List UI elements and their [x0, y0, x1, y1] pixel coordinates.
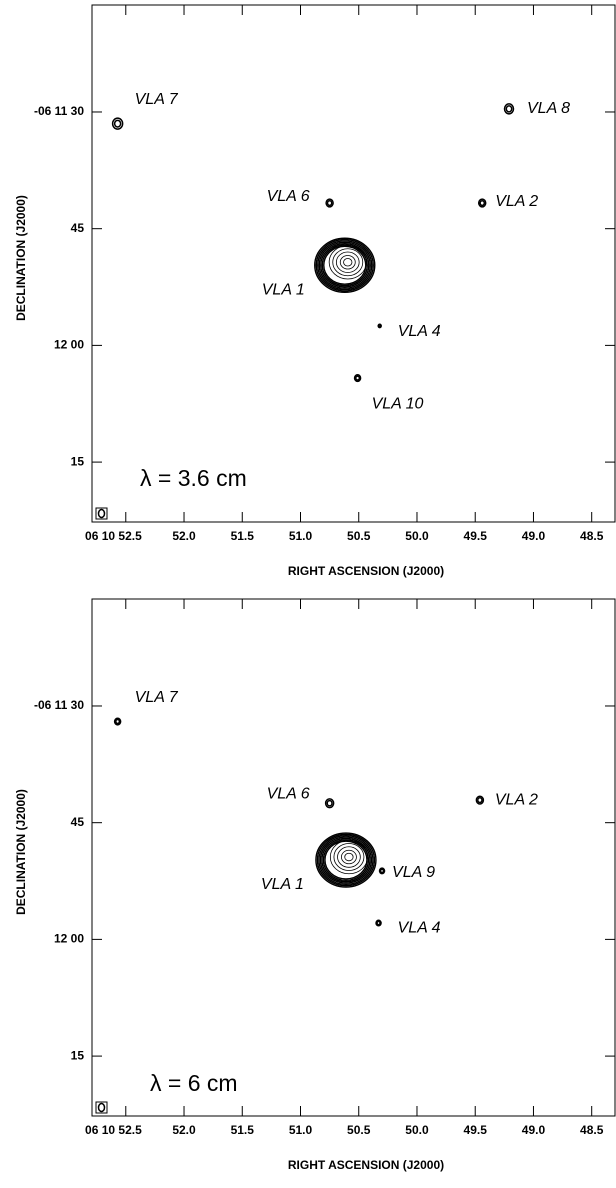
panel: 06 10 52.5 52.0 51.5 51.0 50.5 50.0 49.5 49.0 48… [0, 594, 616, 1188]
source-contours [316, 833, 376, 887]
contour [356, 376, 360, 380]
source-contours [479, 199, 486, 207]
source-label: VLA 7 [135, 689, 179, 706]
source-label: VLA 10 [372, 395, 424, 412]
x-tick-label: 52.0 [172, 1123, 196, 1137]
contour [330, 840, 367, 873]
annotation: λ = 3.6 cm [140, 465, 247, 491]
source-contours [378, 324, 381, 327]
page: 06 10 52.5 52.0 51.5 51.0 50.5 50.0 49.5 49.0 48… [0, 0, 616, 1188]
x-tick-label: 48.5 [580, 529, 604, 543]
source-contours [115, 718, 121, 725]
contour [341, 850, 356, 864]
source-contours [326, 799, 334, 808]
source-label: VLA 8 [527, 100, 570, 117]
contour [377, 921, 380, 924]
source-contours [315, 238, 375, 292]
source-label: VLA 4 [398, 323, 441, 340]
x-tick-label: 50.5 [347, 1123, 371, 1137]
contour [328, 201, 332, 206]
source-contours [380, 868, 385, 874]
contour [116, 720, 120, 724]
x-tick-label: 48.5 [580, 1123, 604, 1137]
contour [327, 801, 332, 806]
contour [333, 249, 363, 276]
source-label: VLA 9 [392, 864, 435, 881]
x-tick-label: 51.0 [289, 529, 313, 543]
contour [379, 325, 381, 327]
contour [338, 847, 361, 868]
y-tick-label: -06 11 30 [34, 104, 84, 118]
source-label: VLA 4 [398, 919, 441, 936]
x-tick-label: 51.5 [231, 529, 255, 543]
x-tick-label: 52.0 [172, 529, 196, 543]
source-label: VLA 2 [495, 193, 538, 210]
source-label: VLA 1 [262, 281, 305, 298]
contour [381, 869, 384, 872]
source-contours [505, 104, 514, 114]
y-tick-label: 45 [71, 221, 85, 235]
contour [478, 798, 482, 803]
x-tick-label: 51.0 [289, 1123, 313, 1137]
x-tick-label: 06 10 52.5 [85, 529, 142, 543]
contour [115, 120, 121, 127]
x-tick-label: 49.0 [522, 529, 546, 543]
source-label: VLA 6 [267, 785, 310, 802]
y-axis-title: DECLINATION (J2000) [14, 195, 28, 321]
contour [336, 252, 359, 273]
contour [340, 256, 355, 270]
x-tick-label: 50.5 [347, 529, 371, 543]
y-tick-label: 12 00 [54, 932, 84, 946]
source-label: VLA 2 [495, 791, 538, 808]
contour [506, 106, 511, 112]
source-label: VLA 1 [261, 876, 304, 893]
x-tick-label: 49.0 [522, 1123, 546, 1137]
contour [345, 853, 353, 861]
x-tick-label: 49.5 [464, 529, 488, 543]
x-tick-label: 06 10 52.5 [85, 1123, 142, 1137]
beam [99, 510, 105, 518]
y-axis-title: DECLINATION (J2000) [14, 789, 28, 915]
plot-frame [92, 5, 615, 522]
contour [344, 258, 352, 266]
source-label: VLA 6 [267, 188, 310, 205]
source-contours [355, 375, 361, 382]
beam [99, 1104, 105, 1112]
y-tick-label: 45 [71, 815, 85, 829]
source-contours [376, 920, 381, 926]
contour [334, 844, 364, 871]
y-tick-label: 15 [71, 1048, 85, 1062]
contour [329, 246, 366, 279]
x-tick-label: 49.5 [464, 1123, 488, 1137]
x-tick-label: 51.5 [231, 1123, 255, 1137]
source-label: VLA 7 [135, 91, 179, 108]
source-contours [476, 796, 483, 804]
y-tick-label: 15 [71, 454, 85, 468]
y-tick-label: -06 11 30 [34, 698, 84, 712]
y-tick-label: 12 00 [54, 338, 84, 352]
source-contours [326, 199, 333, 207]
panel: 06 10 52.5 52.0 51.5 51.0 50.5 50.0 49.5 49.0 48… [0, 0, 616, 594]
x-axis-title: RIGHT ASCENSION (J2000) [288, 1158, 444, 1172]
contour [480, 201, 484, 206]
source-contours [113, 118, 123, 129]
annotation: λ = 6 cm [150, 1070, 238, 1096]
x-tick-label: 50.0 [405, 1123, 429, 1137]
x-axis-title: RIGHT ASCENSION (J2000) [288, 564, 444, 578]
x-tick-label: 50.0 [405, 529, 429, 543]
